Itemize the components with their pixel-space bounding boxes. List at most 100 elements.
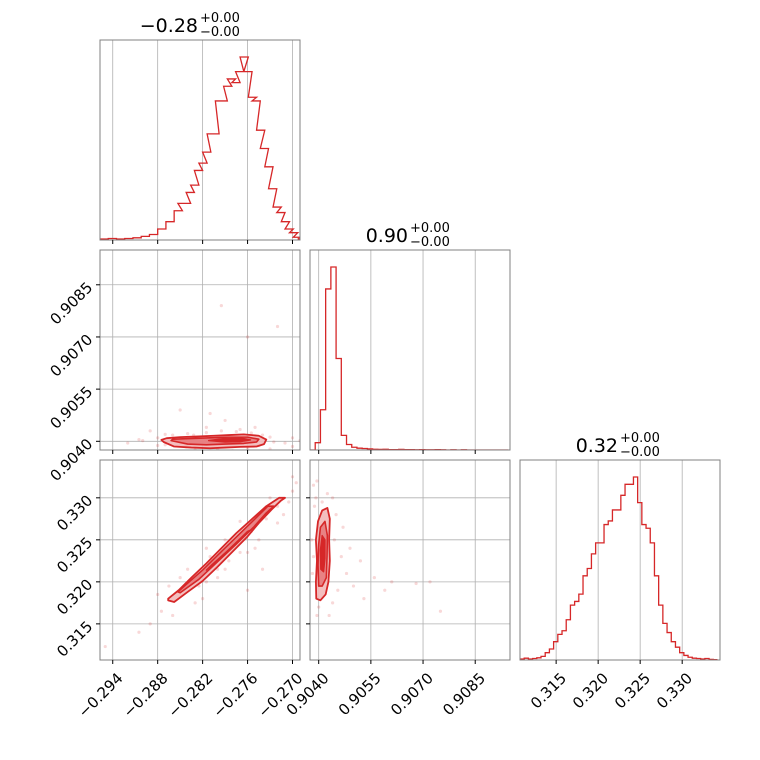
panel-frame	[99, 249, 301, 451]
sample-point	[227, 559, 231, 563]
y-tick-label: 0.325	[53, 533, 96, 576]
sample-point	[245, 588, 250, 592]
histogram-1	[310, 266, 509, 450]
sample-point	[201, 597, 205, 601]
histogram-2	[520, 476, 718, 660]
x-tick-label: −0.288	[120, 669, 172, 721]
y-tick-label: 0.330	[53, 491, 96, 534]
hist-panel-0: −0.28 +0.00−0.00	[99, 11, 301, 244]
sample-point	[204, 431, 208, 435]
y-tick-label: 0.9070	[47, 331, 97, 381]
sample-point	[163, 443, 167, 447]
param-title-upper-0: +0.00	[200, 11, 240, 26]
y-tick-label: 0.320	[53, 575, 96, 618]
sample-point	[204, 425, 208, 429]
hist-panel-2: 0.32 +0.00−0.00	[519, 431, 721, 664]
sample-point	[268, 496, 272, 500]
sample-point	[268, 435, 272, 439]
sample-point	[186, 432, 190, 436]
panel-frame	[99, 459, 301, 661]
sample-point	[290, 444, 295, 449]
sample-point	[290, 489, 295, 493]
sample-point	[268, 447, 272, 450]
sample-point	[290, 436, 295, 440]
contour-inner	[207, 437, 252, 443]
contour-inner	[205, 529, 253, 571]
sample-point	[341, 525, 345, 529]
sample-point	[163, 432, 167, 436]
sample-point	[238, 427, 242, 432]
sample-point	[245, 550, 250, 555]
sample-point	[287, 500, 291, 504]
param-title-lower-1: −0.00	[410, 235, 450, 250]
sample-point	[331, 496, 335, 500]
sample-point	[414, 581, 418, 586]
sample-point	[193, 601, 197, 605]
sample-point	[238, 550, 242, 555]
param-title-1: 0.90	[366, 225, 408, 247]
sample-point	[283, 441, 287, 445]
param-title-0: −0.28	[140, 15, 198, 37]
panel-frame	[519, 459, 721, 661]
sample-point	[126, 441, 130, 445]
sample-point	[204, 580, 208, 584]
sample-point	[310, 571, 315, 576]
sample-point	[362, 597, 366, 601]
sample-point	[348, 546, 352, 550]
histogram-0	[100, 56, 300, 240]
x-tick-label: −0.282	[165, 669, 217, 721]
y-tick-label: 0.9055	[47, 383, 97, 433]
pair-content	[310, 479, 443, 618]
sample-point	[223, 538, 227, 542]
sample-point	[148, 429, 152, 433]
sample-point	[327, 613, 331, 618]
x-tick-label: 0.325	[611, 669, 654, 712]
sample-point	[320, 500, 324, 504]
sample-point	[339, 555, 343, 559]
sample-point	[178, 576, 182, 580]
pair-panel-1-2	[306, 459, 511, 664]
sample-point	[249, 431, 253, 435]
sample-point	[311, 483, 316, 487]
sample-point	[137, 437, 141, 442]
sample-point	[219, 304, 223, 308]
sample-point	[223, 567, 227, 571]
sample-point	[272, 440, 276, 444]
sample-point	[234, 429, 238, 434]
sample-point	[245, 335, 250, 339]
sample-point	[223, 418, 227, 423]
sample-point	[148, 622, 152, 626]
pair-panel-0-2	[96, 459, 301, 664]
sample-point	[311, 555, 316, 559]
sample-point	[358, 559, 363, 563]
sample-point	[372, 576, 376, 580]
pair-content	[126, 304, 300, 450]
sample-point	[275, 521, 280, 525]
sample-point	[178, 408, 182, 412]
x-tick-label: 0.9085	[439, 669, 489, 719]
sample-point	[383, 588, 387, 592]
sample-point	[438, 609, 443, 613]
param-title-2: 0.32	[576, 435, 618, 457]
sample-point	[344, 571, 349, 576]
sample-point	[156, 443, 160, 448]
sample-point	[204, 546, 208, 550]
sample-point	[186, 567, 190, 571]
sample-point	[334, 513, 338, 517]
sample-point	[156, 592, 160, 597]
sample-point	[331, 601, 335, 605]
sample-point	[137, 630, 141, 634]
sample-point	[260, 567, 265, 571]
sample-point	[208, 411, 212, 416]
x-tick-label: 0.9055	[335, 669, 385, 719]
sample-point	[290, 475, 295, 479]
sample-point	[390, 580, 394, 584]
x-tick-label: 0.315	[527, 669, 570, 712]
sample-point	[167, 584, 171, 588]
contour-mid	[177, 505, 275, 594]
sample-point	[260, 433, 265, 437]
sample-point	[257, 538, 261, 542]
x-tick-label: 0.320	[569, 669, 612, 712]
pair-panel-0-1	[96, 249, 301, 454]
